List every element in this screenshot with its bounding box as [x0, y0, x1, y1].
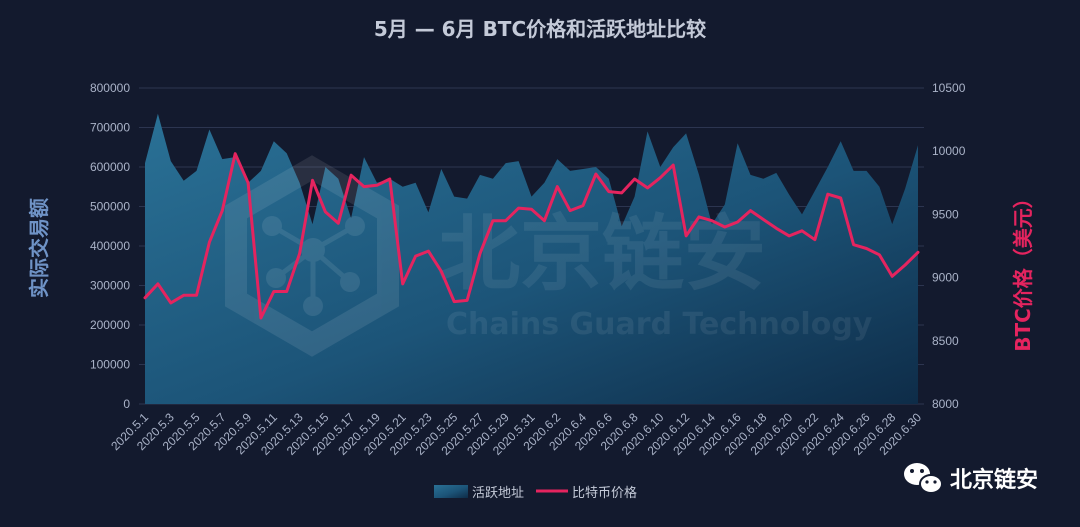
y-left-tick-label: 600000: [90, 160, 130, 174]
y-axis-right: 8000 8500 9000 9500 10000 10500: [932, 81, 966, 411]
y-left-tick-label: 700000: [90, 121, 130, 135]
chart-title: 5月 — 6月 BTC价格和活跃地址比较: [374, 17, 706, 41]
wechat-icon: [904, 463, 943, 494]
x-axis: 2020.5.12020.5.32020.5.52020.5.72020.5.9…: [108, 410, 924, 458]
legend-area-swatch: [434, 485, 468, 498]
y-left-tick-label: 800000: [90, 81, 130, 95]
line-series-btc-price: [143, 152, 920, 320]
y-left-tick-label: 500000: [90, 200, 130, 214]
y-axis-left-label: 实际交易额: [27, 198, 51, 298]
y-left-tick-label: 300000: [90, 279, 130, 293]
y-right-tick-label: 8500: [932, 334, 959, 348]
legend-line-label: 比特币价格: [572, 485, 637, 501]
y-left-tick-label: 400000: [90, 239, 130, 253]
brand-label: 北京链安: [950, 467, 1038, 493]
area-series: [145, 113, 918, 404]
y-axis-right-label: BTC价格（美元）: [1011, 188, 1035, 352]
legend: 活跃地址 比特币价格: [434, 485, 637, 501]
watermark-logo-icon: [225, 155, 399, 357]
y-axis-left: 0 100000 200000 300000 400000 500000 600000 700…: [90, 81, 130, 411]
brand-badge: 北京链安: [904, 463, 1038, 494]
y-right-tick-label: 9500: [932, 207, 959, 221]
line-series: [143, 152, 920, 320]
y-right-tick-label: 8000: [932, 397, 959, 411]
y-right-tick-label: 10500: [932, 81, 966, 95]
y-left-tick-label: 0: [123, 397, 130, 411]
watermark-name-en: Chains Guard Technology: [446, 307, 873, 342]
y-right-tick-label: 9000: [932, 271, 959, 285]
legend-area-label: 活跃地址: [472, 486, 524, 501]
area-series-activeaddresses: [145, 113, 918, 404]
watermark-name-cn: 北京链安: [438, 207, 766, 302]
y-left-tick-label: 200000: [90, 318, 130, 332]
y-left-tick-label: 100000: [90, 358, 130, 372]
y-right-tick-label: 10000: [932, 144, 966, 158]
